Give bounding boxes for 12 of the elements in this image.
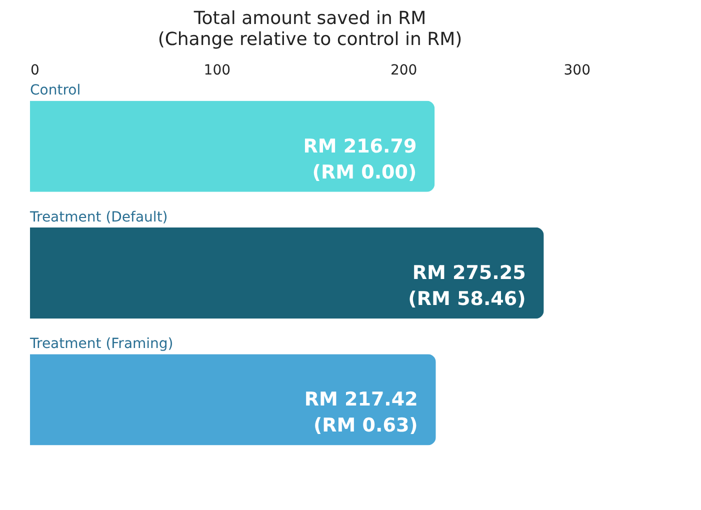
y-tick-label: Treatment (Framing) (29, 336, 174, 352)
data-label: RM 275.25 (RM 58.46) (408, 262, 526, 310)
chart-subtitle: (Change relative to control in RM) (158, 29, 462, 50)
y-tick-label: Control (30, 82, 81, 99)
chart-title: Total amount saved in RM (192, 8, 426, 29)
x-tick-label: 300 (564, 62, 590, 78)
data-label: RM 217.42 (RM 0.63) (304, 388, 418, 437)
y-tick-label: Treatment (Default) (29, 209, 168, 226)
x-tick-label: 0 (30, 62, 40, 78)
x-tick-label: 200 (390, 62, 418, 78)
data-label: RM 216.79 (RM 0.00) (303, 135, 417, 184)
x-tick-label: 100 (204, 62, 231, 78)
